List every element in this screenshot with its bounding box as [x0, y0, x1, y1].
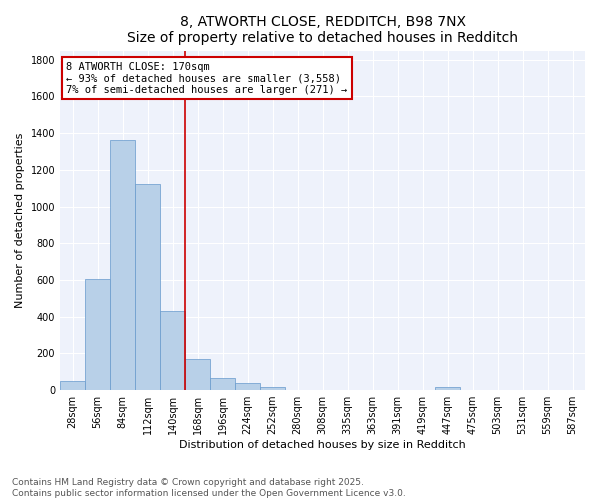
X-axis label: Distribution of detached houses by size in Redditch: Distribution of detached houses by size … [179, 440, 466, 450]
Y-axis label: Number of detached properties: Number of detached properties [15, 132, 25, 308]
Bar [210, 378, 235, 390]
Text: Contains HM Land Registry data © Crown copyright and database right 2025.
Contai: Contains HM Land Registry data © Crown c… [12, 478, 406, 498]
Bar [85, 279, 110, 390]
Bar [60, 381, 85, 390]
Title: 8, ATWORTH CLOSE, REDDITCH, B98 7NX
Size of property relative to detached houses: 8, ATWORTH CLOSE, REDDITCH, B98 7NX Size… [127, 15, 518, 45]
Bar [435, 388, 460, 390]
Bar [160, 311, 185, 390]
Bar [185, 359, 210, 390]
Bar [135, 184, 160, 390]
Bar [235, 382, 260, 390]
Bar [260, 388, 285, 390]
Text: 8 ATWORTH CLOSE: 170sqm
← 93% of detached houses are smaller (3,558)
7% of semi-: 8 ATWORTH CLOSE: 170sqm ← 93% of detache… [66, 62, 347, 94]
Bar [110, 140, 135, 390]
